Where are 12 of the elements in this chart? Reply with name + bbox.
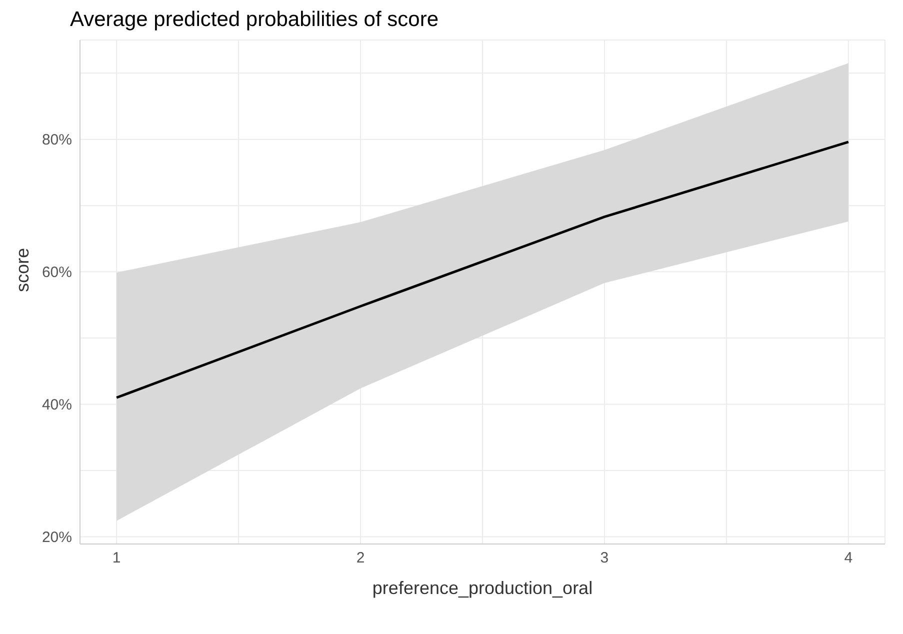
y-axis-title: score	[12, 248, 32, 292]
y-tick-label: 60%	[42, 264, 72, 282]
line-series	[115, 140, 850, 399]
y-tick-label: 80%	[42, 132, 72, 149]
x-tick-label: 4	[844, 550, 853, 567]
x-tick-label: 3	[600, 550, 609, 567]
y-tick-label: 40%	[42, 396, 72, 414]
x-axis-title: preference_production_oral	[372, 578, 593, 598]
chart-title: Average predicted probabilities of score	[70, 8, 440, 32]
x-tick-label: 2	[356, 550, 365, 567]
y-tick-label: 20%	[42, 529, 72, 546]
x-tick-label: 1	[112, 550, 121, 567]
